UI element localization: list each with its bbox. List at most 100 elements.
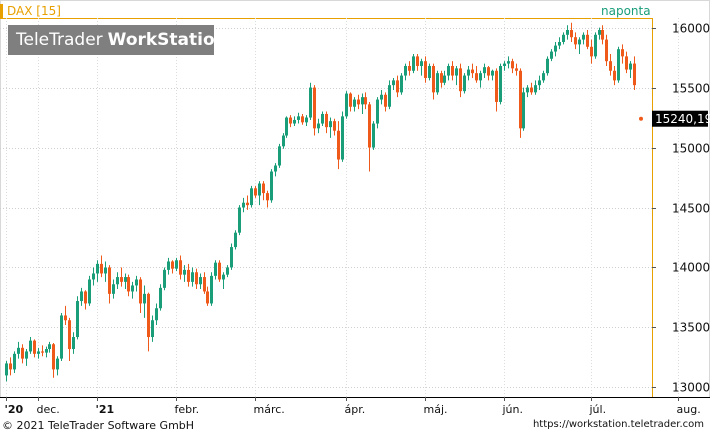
- candle-body: [33, 340, 36, 354]
- candle-body: [526, 87, 529, 93]
- candle-body: [37, 351, 40, 354]
- last-price-dot: [639, 116, 643, 121]
- candle-body: [440, 73, 443, 83]
- candle-body: [364, 97, 367, 105]
- candle-body: [491, 70, 494, 76]
- candle-body: [183, 269, 186, 275]
- instrument-legend[interactable]: DAX [15]: [0, 4, 61, 18]
- candle-body: [242, 202, 245, 208]
- candle-body: [64, 315, 67, 321]
- y-tick-label: 14500: [672, 202, 710, 216]
- candle-body: [187, 269, 190, 282]
- candle-body: [104, 267, 107, 274]
- candle-body: [297, 116, 300, 120]
- candle-body: [605, 39, 608, 62]
- candle-body: [392, 80, 395, 86]
- candle-body: [13, 353, 16, 370]
- candle-body: [601, 29, 604, 40]
- candle-body: [586, 34, 589, 47]
- candle-body: [262, 183, 265, 194]
- candle-body: [368, 104, 371, 148]
- candle-body: [443, 75, 446, 83]
- candle-body: [609, 61, 612, 71]
- candle-body: [254, 188, 257, 196]
- candle-body: [210, 275, 213, 304]
- candle-body: [155, 308, 158, 321]
- x-tick-label: '20: [5, 403, 24, 416]
- candle-body: [293, 119, 296, 124]
- candle-body: [511, 61, 514, 69]
- plot-border: [0, 0, 710, 398]
- candle-body: [317, 123, 320, 129]
- candle-body: [388, 85, 391, 107]
- copyright-text: © 2021 TeleTrader Software GmbH: [2, 419, 195, 432]
- y-tick-label: 15000: [672, 142, 710, 156]
- candle-body: [625, 56, 628, 70]
- candle-body: [72, 337, 75, 350]
- candle-body: [341, 116, 344, 160]
- x-tick-label: ápr.: [345, 403, 366, 416]
- candle-body: [167, 261, 170, 270]
- candle-body: [459, 68, 462, 92]
- teletrader-watermark: TeleTrader WorkStation: [8, 25, 227, 55]
- candle-body: [139, 279, 142, 304]
- period-label[interactable]: naponta: [601, 4, 651, 18]
- y-tick-label: 14000: [672, 261, 710, 275]
- candle-body: [230, 247, 233, 268]
- candle-body: [100, 263, 103, 274]
- candle-body: [191, 272, 194, 282]
- candle-body: [353, 99, 356, 107]
- candle-body: [246, 202, 249, 206]
- candle-body: [376, 99, 379, 124]
- candle-body: [112, 284, 115, 294]
- candle-body: [372, 123, 375, 148]
- candle-body: [76, 301, 79, 338]
- candle-body: [285, 117, 288, 136]
- candle-body: [305, 117, 308, 123]
- candle-body: [451, 65, 454, 76]
- candle-body: [621, 49, 624, 57]
- candle-body: [590, 46, 593, 57]
- candle-body: [337, 130, 340, 160]
- candle-body: [52, 344, 55, 370]
- candle-body: [420, 61, 423, 66]
- candle-body: [447, 65, 450, 76]
- candle-body: [45, 349, 48, 353]
- candle-body: [301, 116, 304, 123]
- candle-body: [546, 58, 549, 74]
- candle-body: [582, 34, 585, 40]
- candle-body: [116, 277, 119, 285]
- candle-body: [574, 37, 577, 45]
- x-tick-label: márc.: [254, 403, 285, 416]
- candle-body: [507, 61, 510, 64]
- candle-body: [29, 340, 32, 352]
- candle-body: [203, 277, 206, 292]
- candle-body: [270, 171, 273, 201]
- candle-body: [147, 293, 150, 338]
- candle-body: [199, 277, 202, 285]
- y-tick-label: 16000: [672, 22, 710, 36]
- last-price-label: 15240,19: [655, 112, 710, 126]
- candle-body: [519, 70, 522, 129]
- candle-body: [266, 193, 269, 201]
- x-tick-label: jún.: [502, 403, 524, 416]
- candle-body: [578, 39, 581, 45]
- candle-body: [143, 293, 146, 304]
- instrument-name: DAX [15]: [7, 4, 61, 18]
- candle-body: [416, 56, 419, 66]
- candle-body: [629, 63, 632, 70]
- candle-body: [195, 272, 198, 285]
- candle-body: [321, 113, 324, 124]
- candle-body: [380, 94, 383, 100]
- candle-body: [467, 69, 470, 76]
- x-tick-label: aug.: [677, 403, 701, 416]
- candle-body: [424, 61, 427, 78]
- candle-body: [333, 121, 336, 131]
- candles-group: [5, 22, 636, 382]
- candle-body: [84, 291, 87, 304]
- candle-body: [274, 165, 277, 172]
- candle-body: [499, 65, 502, 102]
- candle-body: [471, 69, 474, 74]
- workstation-url-link[interactable]: https://workstation.teletrader.com: [532, 419, 704, 430]
- candle-body: [163, 269, 166, 288]
